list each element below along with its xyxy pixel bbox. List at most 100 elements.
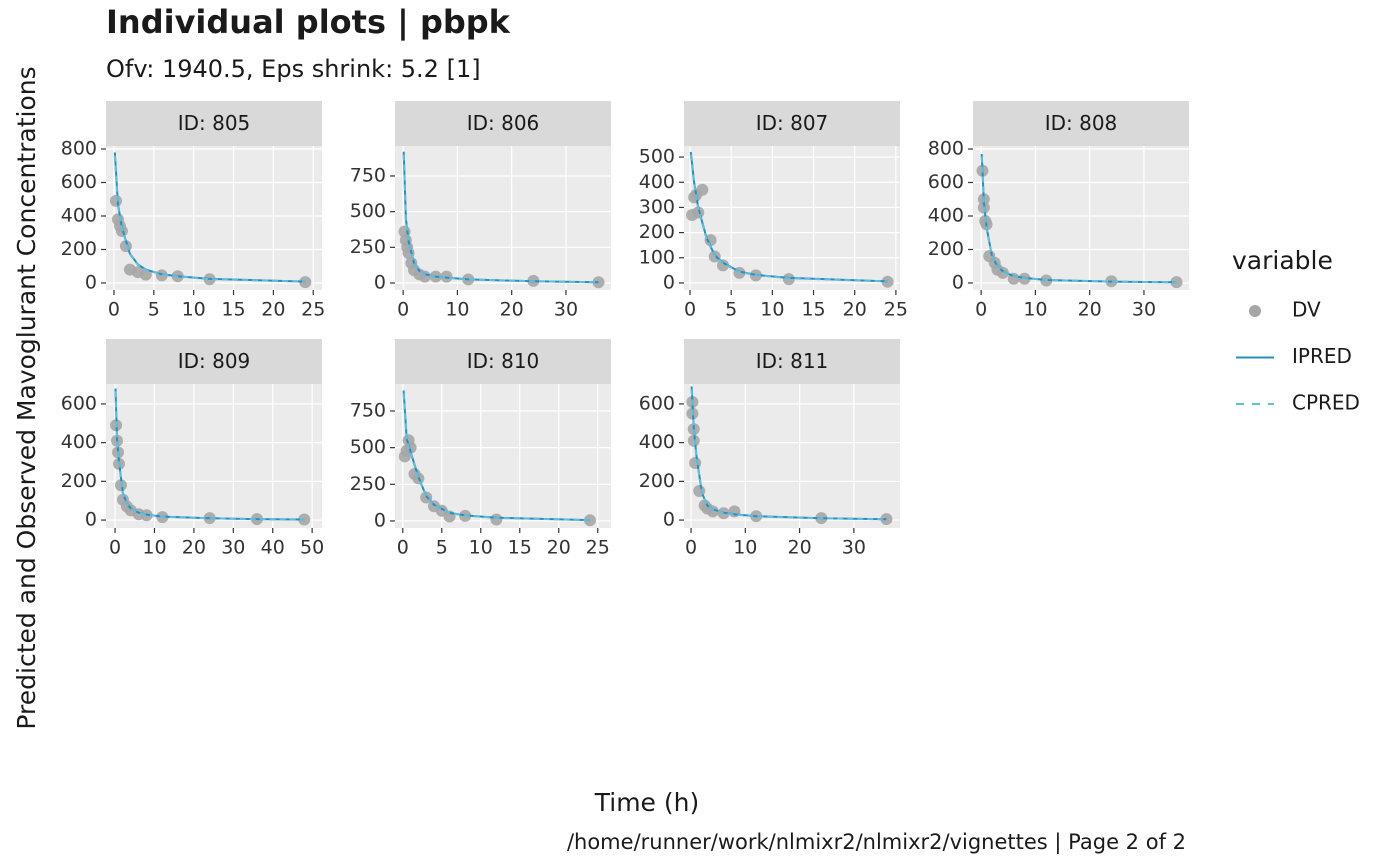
legend-key	[1249, 305, 1261, 317]
dv-point	[696, 183, 709, 196]
y-tick-label: 600	[61, 171, 97, 193]
dv-point	[689, 456, 702, 469]
y-tick-label: 0	[85, 509, 97, 531]
dv-point	[139, 268, 152, 281]
dv-point	[440, 270, 453, 283]
y-tick-label: 100	[639, 246, 675, 268]
strip	[395, 101, 611, 146]
x-tick-label: 20	[1078, 299, 1102, 321]
y-tick-label: 200	[928, 238, 964, 260]
x-tick-label: 20	[500, 299, 524, 321]
y-tick-label: 500	[350, 200, 386, 222]
x-axis-label: Time (h)	[594, 788, 699, 817]
dv-point	[880, 513, 893, 526]
y-tick-label: 0	[663, 271, 675, 293]
x-tick-label: 25	[884, 299, 908, 321]
y-tick-label: 400	[61, 204, 97, 226]
y-tick-label: 300	[639, 196, 675, 218]
caption: /home/runner/work/nlmixr2/nlmixr2/vignet…	[567, 830, 1186, 855]
x-tick-label: 5	[148, 299, 160, 321]
dv-point	[109, 194, 122, 207]
x-tick-label: 10	[469, 537, 493, 559]
y-tick-label: 750	[350, 164, 386, 186]
x-tick-label: 10	[760, 299, 784, 321]
x-tick-label: 15	[801, 299, 825, 321]
x-tick-label: 0	[685, 537, 697, 559]
dv-point	[592, 276, 605, 289]
y-tick-label: 0	[374, 272, 386, 294]
x-tick-label: 20	[182, 537, 206, 559]
y-tick-label: 800	[928, 138, 964, 160]
x-tick-label: 30	[1132, 299, 1156, 321]
x-tick-label: 15	[508, 537, 532, 559]
legend-label: CPRED	[1292, 391, 1360, 415]
y-tick-label: 200	[61, 238, 97, 260]
prediction-line	[402, 154, 599, 284]
x-tick-label: 10	[182, 299, 206, 321]
x-tick-label: 20	[547, 537, 571, 559]
prediction-line	[689, 154, 888, 283]
x-tick-label: 30	[554, 299, 578, 321]
x-tick-label: 15	[221, 299, 245, 321]
chart-title: Individual plots | pbpk	[106, 3, 511, 42]
y-tick-label: 400	[639, 431, 675, 453]
strip	[684, 101, 900, 146]
x-tick-label: 0	[684, 299, 696, 321]
legend-label: DV	[1292, 298, 1321, 322]
x-tick-label: 0	[397, 299, 409, 321]
panel-background	[973, 146, 1189, 290]
x-tick-label: 30	[842, 537, 866, 559]
panel-title: ID: 810	[467, 349, 540, 373]
dv-point	[687, 434, 700, 447]
prediction-line	[114, 391, 305, 521]
panel-background	[395, 384, 611, 528]
panel-title: ID: 805	[178, 111, 251, 135]
x-tick-label: 0	[108, 299, 120, 321]
y-tick-label: 250	[350, 473, 386, 495]
x-tick-label: 25	[586, 537, 610, 559]
dv-point	[881, 275, 894, 288]
x-tick-label: 10	[142, 537, 166, 559]
strip	[395, 339, 611, 384]
x-tick-label: 10	[733, 537, 757, 559]
x-tick-label: 0	[397, 537, 409, 559]
x-tick-label: 10	[1023, 299, 1047, 321]
x-tick-label: 50	[300, 537, 324, 559]
prediction-line	[690, 389, 887, 521]
panel-background	[106, 384, 322, 528]
x-tick-label: 5	[725, 299, 737, 321]
y-tick-label: 400	[61, 431, 97, 453]
strip	[973, 101, 1189, 146]
panel-background	[684, 384, 900, 528]
prediction-line	[980, 156, 1177, 284]
x-tick-label: 20	[788, 537, 812, 559]
x-tick-label: 30	[221, 537, 245, 559]
dv-point	[996, 266, 1009, 279]
y-tick-label: 600	[61, 392, 97, 414]
y-tick-label: 500	[350, 436, 386, 458]
strip	[684, 339, 900, 384]
y-tick-label: 800	[61, 138, 97, 160]
panel-title: ID: 809	[178, 349, 251, 373]
y-tick-label: 600	[928, 171, 964, 193]
x-tick-label: 20	[261, 299, 285, 321]
y-tick-label: 0	[952, 271, 964, 293]
x-tick-label: 10	[445, 299, 469, 321]
panel-title: ID: 806	[467, 111, 540, 135]
y-tick-label: 200	[61, 470, 97, 492]
panel-title: ID: 808	[1045, 111, 1118, 135]
strip	[106, 339, 322, 384]
y-tick-label: 250	[350, 236, 386, 258]
y-tick-label: 0	[663, 509, 675, 531]
y-tick-label: 400	[639, 171, 675, 193]
dv-point	[583, 514, 596, 527]
chart-subtitle: Ofv: 1940.5, Eps shrink: 5.2 [1]	[106, 55, 481, 83]
x-tick-label: 0	[975, 299, 987, 321]
y-tick-label: 750	[350, 399, 386, 421]
x-tick-label: 40	[261, 537, 285, 559]
dv-point	[716, 259, 729, 272]
y-tick-label: 200	[639, 221, 675, 243]
y-tick-label: 500	[639, 146, 675, 168]
y-tick-label: 200	[639, 470, 675, 492]
